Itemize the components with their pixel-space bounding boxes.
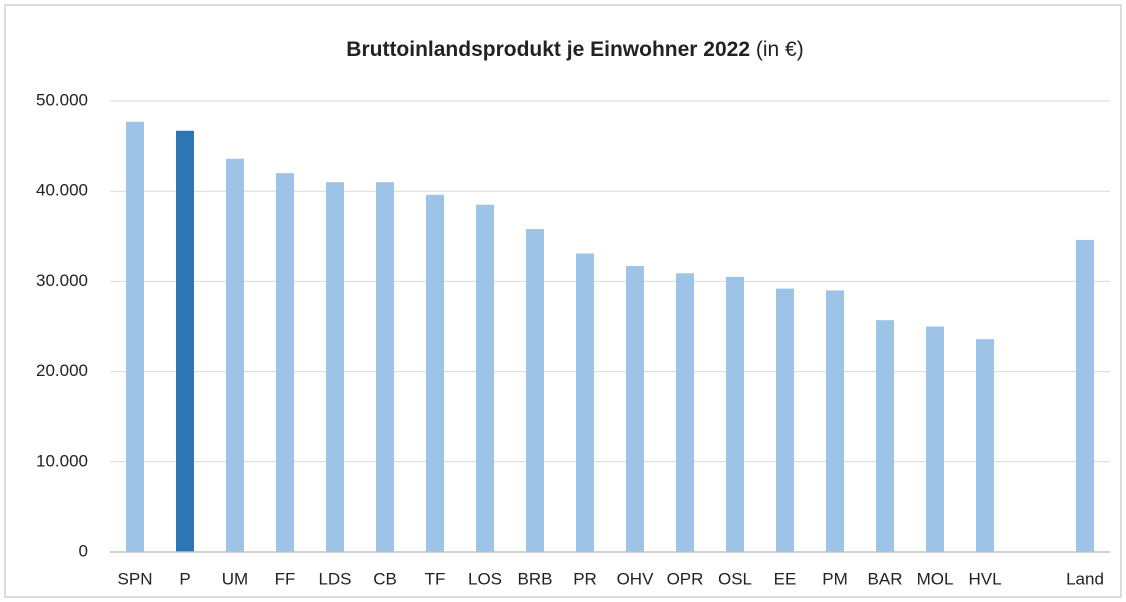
bar bbox=[876, 320, 894, 552]
x-tick-label: OPR bbox=[667, 569, 704, 588]
y-tick-label: 50.000 bbox=[36, 90, 88, 109]
x-tick-label: OHV bbox=[617, 569, 655, 588]
x-tick-label: PR bbox=[573, 569, 597, 588]
y-tick-label: 40.000 bbox=[36, 181, 88, 200]
x-tick-label: BAR bbox=[868, 569, 903, 588]
bar bbox=[376, 182, 394, 552]
bar bbox=[126, 121, 144, 552]
bar bbox=[426, 194, 444, 553]
bar bbox=[626, 266, 644, 552]
chart-frame bbox=[4, 4, 1122, 598]
y-tick-label: 30.000 bbox=[36, 271, 88, 290]
y-tick-label: 0 bbox=[79, 541, 88, 560]
bar bbox=[926, 326, 944, 552]
x-tick-label: PM bbox=[822, 569, 848, 588]
bar bbox=[1076, 239, 1094, 552]
chart-unit: (in €) bbox=[756, 38, 804, 61]
bar bbox=[576, 253, 594, 553]
bar bbox=[176, 130, 194, 553]
x-tick-label: HVL bbox=[968, 569, 1001, 588]
bar bbox=[526, 229, 544, 553]
bar bbox=[476, 204, 494, 553]
x-tick-label: P bbox=[179, 569, 190, 588]
x-tick-label: BRB bbox=[518, 569, 553, 588]
bar bbox=[276, 173, 294, 552]
x-tick-label: SPN bbox=[118, 569, 153, 588]
chart-title: Bruttoinlandsprodukt je Einwohner 2022 bbox=[346, 38, 750, 61]
y-tick-label: 20.000 bbox=[36, 361, 88, 380]
x-tick-label: LDS bbox=[318, 569, 351, 588]
bar bbox=[726, 276, 744, 552]
bar bbox=[976, 339, 994, 552]
bar bbox=[776, 288, 794, 552]
bar bbox=[326, 182, 344, 552]
x-tick-label: CB bbox=[373, 569, 397, 588]
chart-title-group: Bruttoinlandsprodukt je Einwohner 2022 (… bbox=[346, 38, 803, 61]
x-tick-label: LOS bbox=[468, 569, 502, 588]
x-tick-label: MOL bbox=[917, 569, 954, 588]
bar bbox=[826, 290, 844, 552]
x-tick-label: Land bbox=[1066, 569, 1104, 588]
bar bbox=[676, 273, 694, 552]
bar bbox=[226, 158, 244, 552]
y-tick-label: 10.000 bbox=[36, 451, 88, 470]
x-tick-label: FF bbox=[275, 569, 296, 588]
x-tick-label: UM bbox=[222, 569, 248, 588]
x-tick-label: EE bbox=[774, 569, 797, 588]
x-tick-label: TF bbox=[425, 569, 446, 588]
x-tick-label: OSL bbox=[718, 569, 752, 588]
